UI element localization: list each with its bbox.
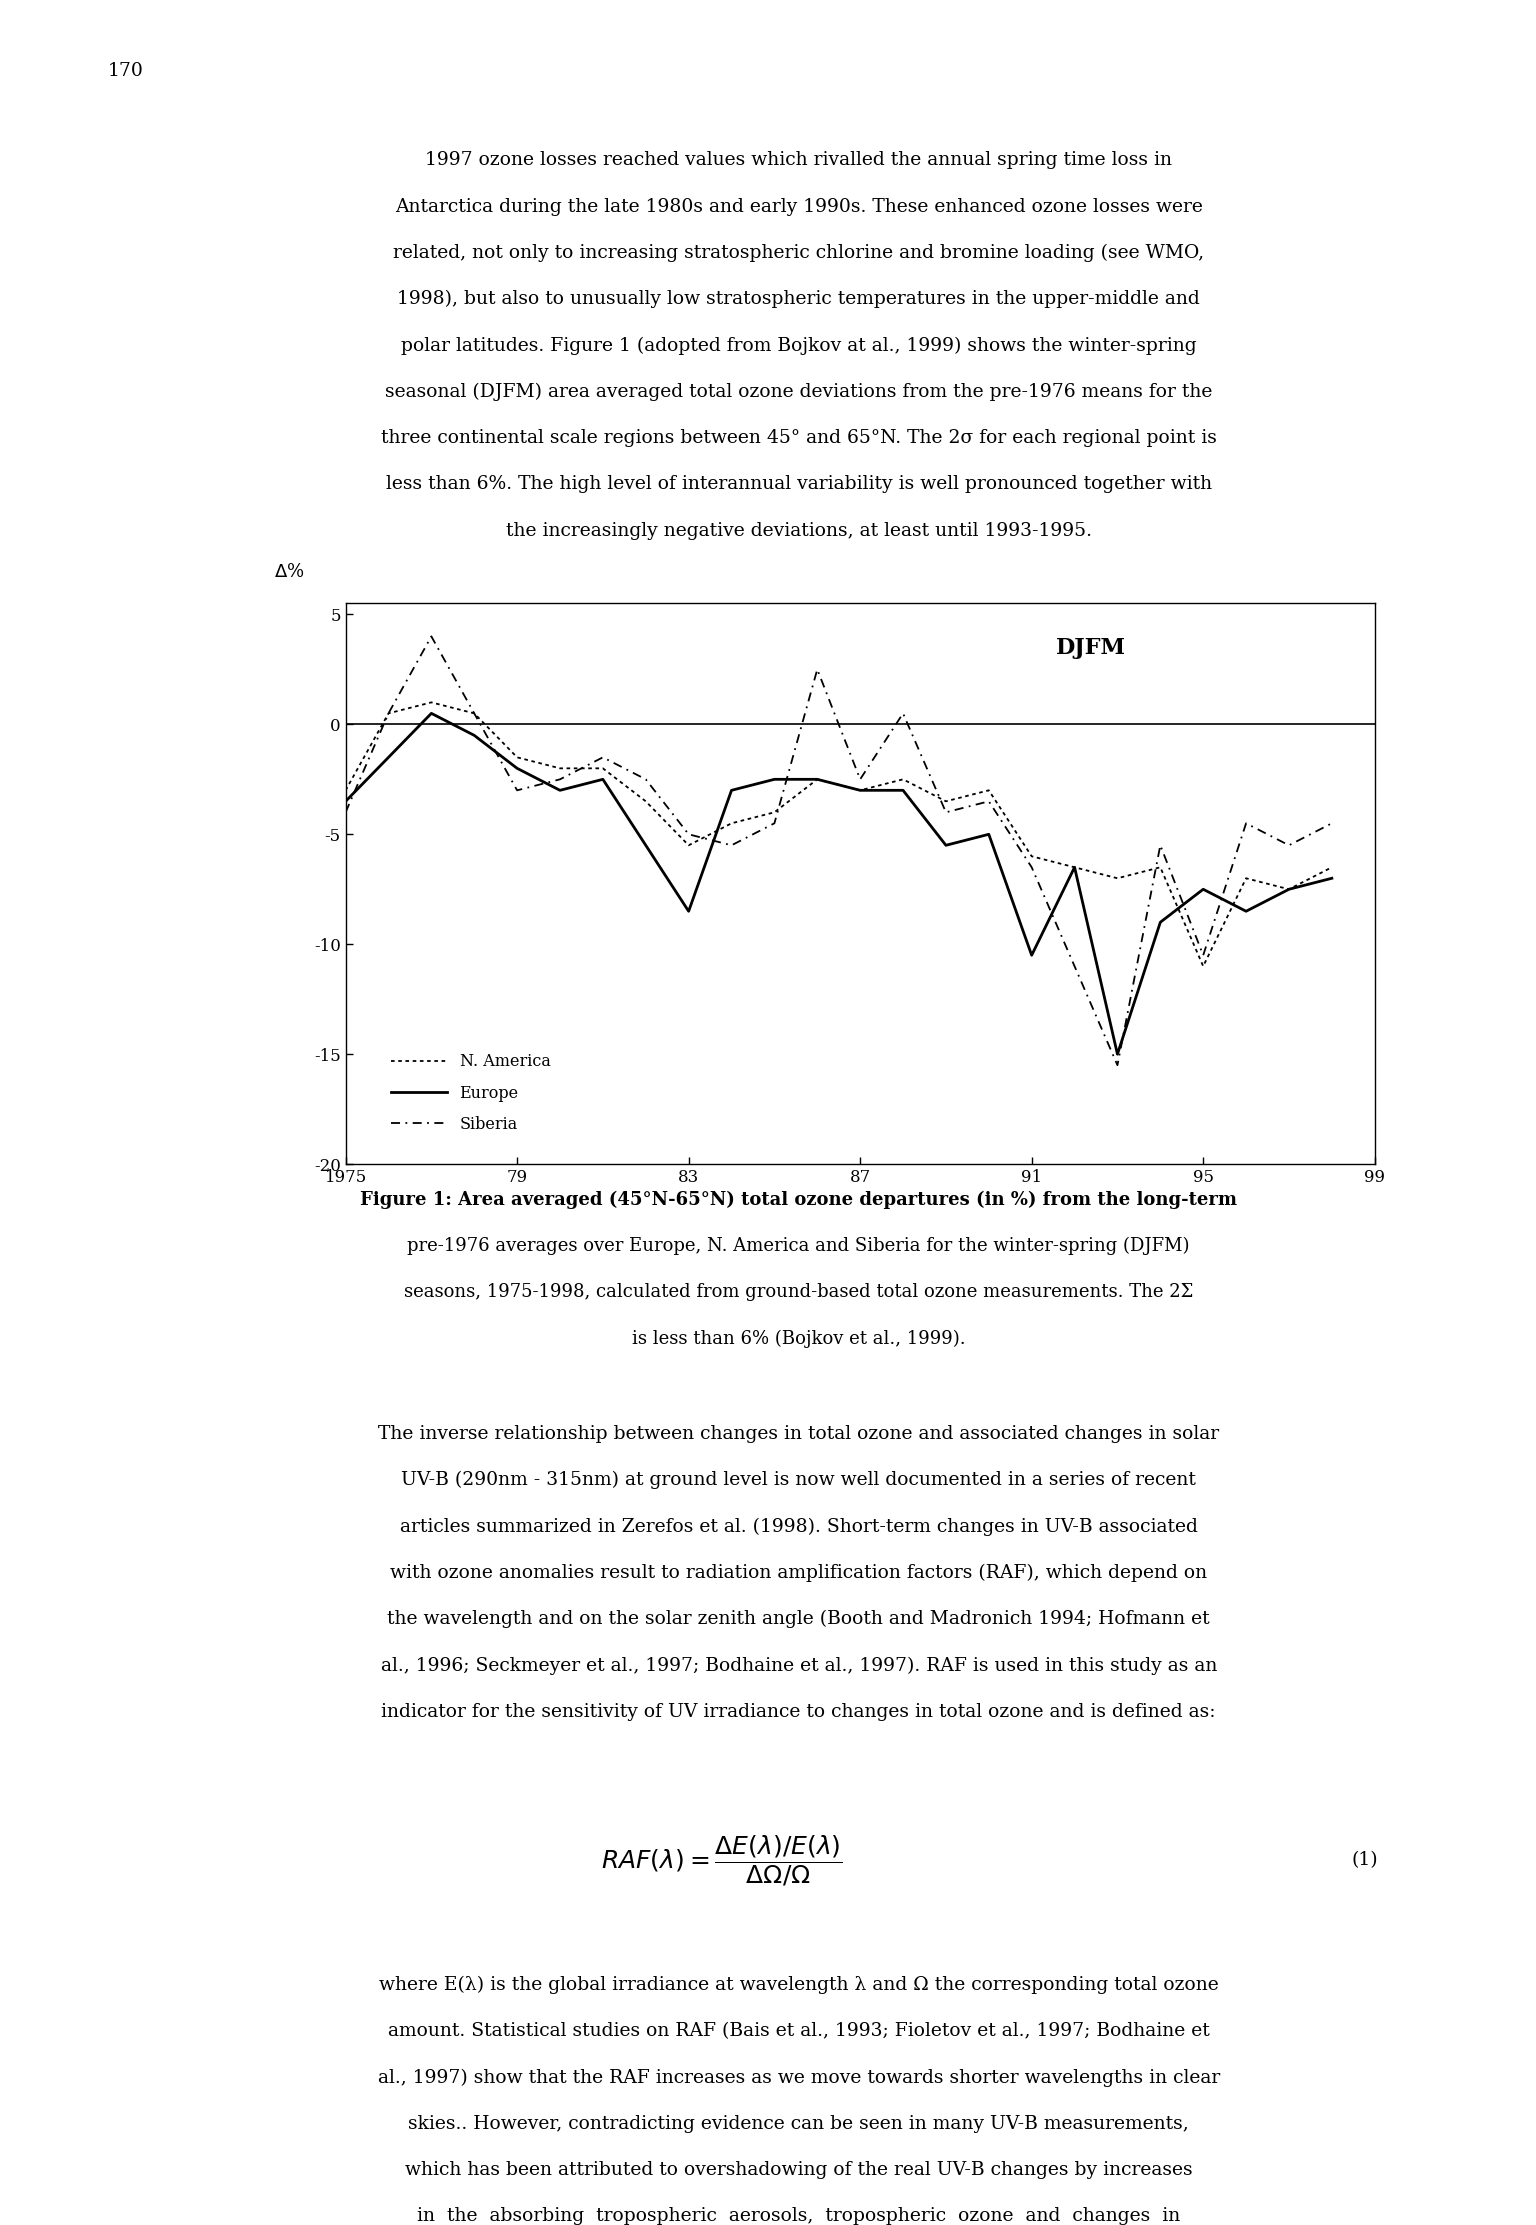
Text: the wavelength and on the solar zenith angle (Booth and Madronich 1994; Hofmann : the wavelength and on the solar zenith a… [387,1611,1210,1629]
Text: related, not only to increasing stratospheric chlorine and bromine loading (see : related, not only to increasing stratosp… [393,245,1204,263]
Text: (1): (1) [1352,1851,1378,1869]
Text: al., 1996; Seckmeyer et al., 1997; Bodhaine et al., 1997). RAF is used in this s: al., 1996; Seckmeyer et al., 1997; Bodha… [381,1655,1217,1675]
Text: seasonal (DJFM) area averaged total ozone deviations from the pre-1976 means for: seasonal (DJFM) area averaged total ozon… [386,383,1212,400]
Text: is less than 6% (Bojkov et al., 1999).: is less than 6% (Bojkov et al., 1999). [631,1331,966,1348]
Text: with ozone anomalies result to radiation amplification factors (RAF), which depe: with ozone anomalies result to radiation… [390,1564,1207,1582]
Text: The inverse relationship between changes in total ozone and associated changes i: The inverse relationship between changes… [378,1424,1220,1442]
Text: $\Delta$%: $\Delta$% [273,563,304,581]
Text: 170: 170 [108,62,143,80]
Text: indicator for the sensitivity of UV irradiance to changes in total ozone and is : indicator for the sensitivity of UV irra… [381,1702,1217,1720]
Text: 1998), but also to unusually low stratospheric temperatures in the upper-middle : 1998), but also to unusually low stratos… [398,289,1200,309]
Text: DJFM: DJFM [1055,636,1126,659]
Text: polar latitudes. Figure 1 (adopted from Bojkov at al., 1999) shows the winter-sp: polar latitudes. Figure 1 (adopted from … [401,336,1197,354]
Text: pre-1976 averages over Europe, N. America and Siberia for the winter-spring (DJF: pre-1976 averages over Europe, N. Americ… [407,1237,1190,1255]
Text: articles summarized in Zerefos et al. (1998). Short-term changes in UV-B associa: articles summarized in Zerefos et al. (1… [399,1517,1198,1535]
Text: $RAF(\lambda)=\dfrac{\Delta E(\lambda)/E(\lambda)}{\Delta\Omega/\Omega}$: $RAF(\lambda)=\dfrac{\Delta E(\lambda)/E… [601,1833,843,1887]
Text: Figure 1: Area averaged (45°N-65°N) total ozone departures (in %) from the long-: Figure 1: Area averaged (45°N-65°N) tota… [361,1190,1236,1208]
Text: seasons, 1975-1998, calculated from ground-based total ozone measurements. The 2: seasons, 1975-1998, calculated from grou… [404,1284,1193,1302]
Text: al., 1997) show that the RAF increases as we move towards shorter wavelengths in: al., 1997) show that the RAF increases a… [378,2069,1220,2087]
Text: three continental scale regions between 45° and 65°N. The 2σ for each regional p: three continental scale regions between … [381,429,1217,447]
Text: where E(λ) is the global irradiance at wavelength λ and Ω the corresponding tota: where E(λ) is the global irradiance at w… [379,1976,1218,1994]
Text: which has been attributed to overshadowing of the real UV-B changes by increases: which has been attributed to overshadowi… [406,2160,1192,2178]
Text: skies.. However, contradicting evidence can be seen in many UV-B measurements,: skies.. However, contradicting evidence … [409,2114,1189,2132]
Text: less than 6%. The high level of interannual variability is well pronounced toget: less than 6%. The high level of interann… [386,476,1212,494]
Text: the increasingly negative deviations, at least until 1993-1995.: the increasingly negative deviations, at… [505,521,1092,538]
Text: Antarctica during the late 1980s and early 1990s. These enhanced ozone losses we: Antarctica during the late 1980s and ear… [395,198,1203,216]
Text: amount. Statistical studies on RAF (Bais et al., 1993; Fioletov et al., 1997; Bo: amount. Statistical studies on RAF (Bais… [389,2023,1209,2040]
Text: UV-B (290nm - 315nm) at ground level is now well documented in a series of recen: UV-B (290nm - 315nm) at ground level is … [401,1471,1197,1489]
Text: 1997 ozone losses reached values which rivalled the annual spring time loss in: 1997 ozone losses reached values which r… [425,151,1172,169]
Text: in  the  absorbing  tropospheric  aerosols,  tropospheric  ozone  and  changes  : in the absorbing tropospheric aerosols, … [418,2207,1180,2225]
Legend: N. America, Europe, Siberia: N. America, Europe, Siberia [384,1046,556,1139]
